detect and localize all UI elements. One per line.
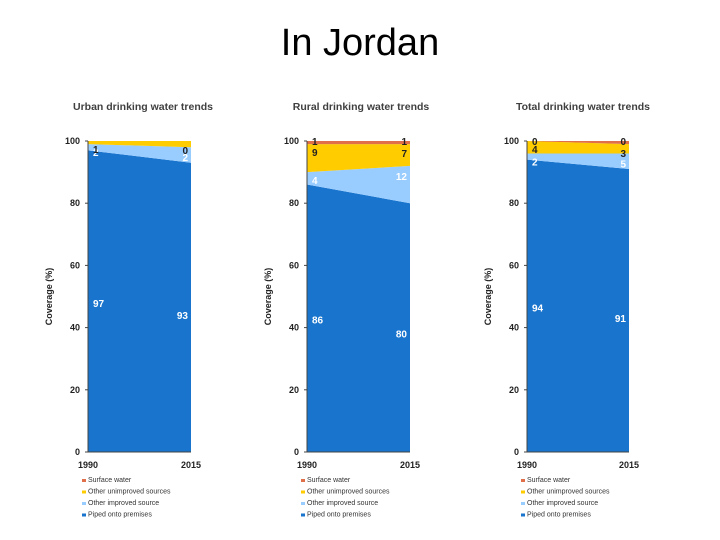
legend-swatch	[82, 490, 86, 494]
legend-label: Other improved source	[307, 500, 378, 507]
y-tick-label: 80	[289, 198, 299, 208]
area-other-improved-source	[307, 165, 410, 204]
y-tick-label: 60	[509, 260, 519, 270]
y-tick-label: 40	[509, 323, 519, 333]
legend-swatch	[301, 502, 305, 505]
x-tick-label: 1990	[517, 460, 537, 470]
y-tick-label: 100	[284, 136, 299, 146]
legend-label: Other unimproved sources	[88, 489, 171, 496]
data-label: 1	[93, 145, 99, 156]
chart-title: Total drinking water trends	[516, 101, 650, 113]
legend-label: Piped onto premises	[527, 512, 591, 519]
chart-title: Rural drinking water trends	[293, 101, 430, 113]
legend-label: Surface water	[527, 477, 571, 484]
area-other-unimproved-sources	[527, 141, 629, 154]
legend-swatch	[521, 502, 525, 505]
y-tick-label: 0	[294, 447, 299, 457]
area-other-unimproved-sources	[88, 141, 191, 148]
data-label: 93	[177, 311, 189, 322]
area-surface-water	[307, 141, 410, 145]
data-label: 91	[615, 314, 627, 325]
x-tick-label: 2015	[400, 460, 420, 470]
legend-swatch	[521, 479, 525, 482]
slide-title: In Jordan	[280, 22, 440, 64]
data-label: 94	[532, 304, 544, 315]
area-piped-onto-premises	[307, 184, 410, 453]
legend-swatch	[301, 490, 305, 494]
legend-swatch	[521, 513, 525, 517]
data-label: 0	[620, 137, 626, 148]
x-tick-label: 2015	[619, 460, 639, 470]
legend-swatch	[82, 502, 86, 505]
legend-swatch	[82, 479, 86, 482]
data-label: 9	[312, 148, 318, 159]
data-label: 2	[532, 157, 538, 168]
data-label: 1	[312, 137, 318, 148]
data-label: 80	[396, 330, 408, 341]
data-label: 2	[93, 148, 99, 159]
data-label: 12	[396, 172, 408, 183]
chart-1: Urban drinking water trends020406080100C…	[44, 101, 213, 519]
x-tick-label: 2015	[181, 460, 201, 470]
data-label: 0	[532, 137, 538, 148]
y-tick-label: 0	[514, 447, 519, 457]
legend-label: Surface water	[88, 477, 132, 484]
data-label: 4	[532, 145, 538, 156]
y-tick-label: 100	[504, 136, 519, 146]
legend-swatch	[521, 490, 525, 494]
legend-label: Other improved source	[88, 500, 159, 507]
legend-swatch	[301, 479, 305, 482]
area-other-unimproved-sources	[307, 144, 410, 173]
y-tick-label: 20	[509, 385, 519, 395]
data-label: 0	[182, 146, 188, 157]
data-label: 1	[401, 137, 407, 148]
y-tick-label: 100	[65, 136, 80, 146]
y-axis-label: Coverage (%)	[483, 268, 493, 326]
data-label: 4	[312, 176, 318, 187]
legend-swatch	[82, 513, 86, 517]
x-tick-label: 1990	[297, 460, 317, 470]
y-tick-label: 40	[70, 323, 80, 333]
legend-label: Piped onto premises	[88, 512, 152, 519]
legend-label: Other unimproved sources	[527, 489, 610, 496]
y-tick-label: 60	[70, 260, 80, 270]
data-label: 97	[93, 299, 105, 310]
chart-title: Urban drinking water trends	[73, 101, 213, 113]
data-label: 7	[401, 149, 407, 160]
area-other-improved-source	[527, 153, 629, 169]
x-tick-label: 1990	[78, 460, 98, 470]
legend-label: Other unimproved sources	[307, 489, 390, 496]
chart-2: Rural drinking water trends 0 20 40 60 80 100 C…	[263, 101, 429, 519]
area-other-improved-source	[88, 144, 191, 163]
legend-swatch	[301, 513, 305, 517]
data-label: 86	[312, 316, 324, 327]
legend-label: Piped onto premises	[307, 512, 371, 519]
legend-label: Surface water	[307, 477, 351, 484]
chart-3: Total drinking water trends020406080100C…	[483, 101, 650, 519]
y-tick-label: 80	[70, 198, 80, 208]
data-label: 2	[182, 153, 188, 164]
area-piped-onto-premises	[88, 150, 191, 452]
data-label: 3	[620, 149, 626, 160]
y-axis-label: Coverage (%)	[44, 268, 54, 326]
y-tick-label: 40	[289, 323, 299, 333]
area-surface-water	[527, 141, 629, 145]
y-tick-label: 20	[70, 385, 80, 395]
y-tick-label: 20	[289, 385, 299, 395]
y-tick-label: 80	[509, 198, 519, 208]
y-tick-label: 60	[289, 260, 299, 270]
area-piped-onto-premises	[527, 159, 629, 452]
y-axis-label: Coverage (%)	[263, 268, 273, 326]
legend-label: Other improved source	[527, 500, 598, 507]
data-label: 5	[620, 159, 626, 170]
y-tick-label: 0	[75, 447, 80, 457]
